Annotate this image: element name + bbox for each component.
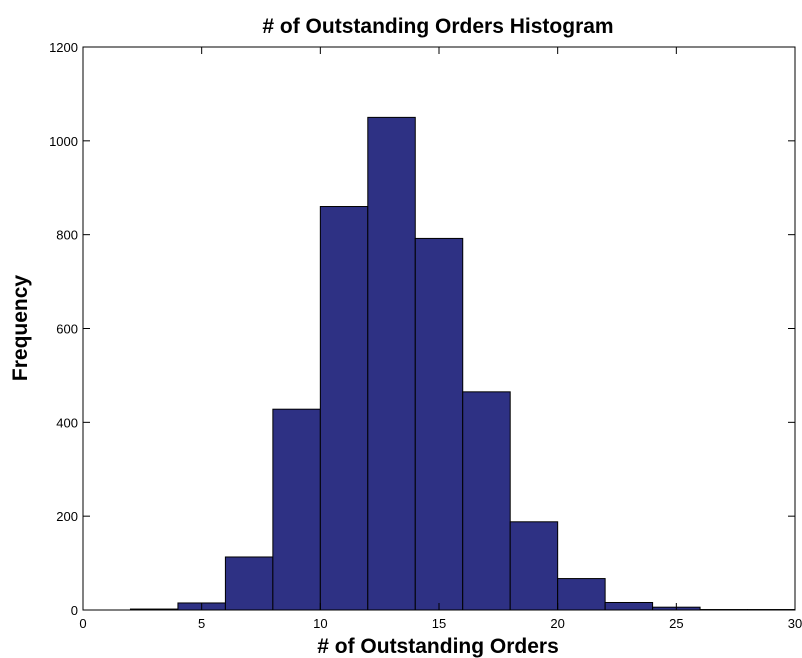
x-tick-label: 30 <box>788 616 802 631</box>
y-tick-label: 1000 <box>49 134 78 149</box>
x-tick-label: 10 <box>313 616 327 631</box>
y-axis-label: Frequency <box>9 275 32 382</box>
x-tick-label: 25 <box>669 616 683 631</box>
x-tick-label: 0 <box>79 616 86 631</box>
y-tick-label: 400 <box>56 415 78 430</box>
y-tick-label: 600 <box>56 322 78 337</box>
histogram-bar <box>462 391 511 611</box>
histogram-bar <box>414 237 464 611</box>
x-tick-label: 20 <box>550 616 564 631</box>
histogram-bar <box>604 601 654 611</box>
ticks-group: 0 5 10 15 20 25 30 0 200 400 600 800 1000 1200 <box>49 40 802 631</box>
histogram-bar <box>509 521 559 611</box>
y-tick-label: 1200 <box>49 40 78 55</box>
x-tick-label: 15 <box>432 616 446 631</box>
histogram-bar <box>367 116 416 611</box>
y-tick-label: 0 <box>71 603 78 618</box>
chart-title: # of Outstanding Orders Histogram <box>262 15 613 38</box>
x-tick-label: 5 <box>198 616 205 631</box>
histogram-bar <box>557 578 606 611</box>
y-tick-label: 200 <box>56 509 78 524</box>
histogram-bar <box>224 556 274 611</box>
x-axis-label: # of Outstanding Orders <box>317 635 559 658</box>
bars-group <box>129 116 796 611</box>
histogram-bar <box>272 408 321 611</box>
y-tick-label: 800 <box>56 228 78 243</box>
histogram-bar <box>319 206 369 611</box>
